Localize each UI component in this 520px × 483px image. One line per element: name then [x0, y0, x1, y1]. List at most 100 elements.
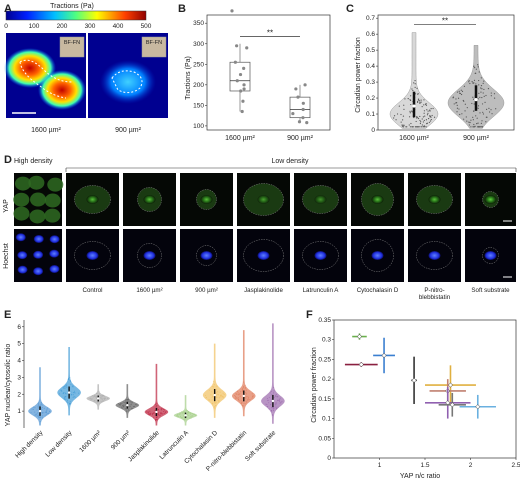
data-point — [473, 79, 476, 81]
data-point — [398, 105, 400, 107]
column-label: Jasplakinolide — [244, 287, 283, 294]
data-point — [473, 110, 475, 112]
panel-f-ytick: 0.1 — [322, 416, 331, 423]
column-label: 1600 µm² — [136, 287, 162, 294]
data-point — [476, 123, 478, 125]
data-point — [408, 124, 410, 126]
data-point — [65, 384, 67, 386]
data-point — [32, 408, 34, 411]
data-point — [431, 114, 433, 117]
data-point — [270, 400, 272, 403]
data-point — [432, 107, 434, 110]
data-point — [119, 404, 122, 406]
data-point — [422, 121, 424, 123]
panel-e-ytick: 4 — [17, 358, 21, 365]
data-point — [421, 106, 423, 108]
panel-label-d: D — [4, 154, 12, 166]
data-point — [67, 401, 69, 403]
data-point — [417, 93, 419, 95]
data-point — [417, 101, 419, 103]
data-point — [100, 397, 102, 399]
data-point — [418, 100, 420, 102]
data-point — [245, 400, 247, 402]
data-marker — [358, 362, 364, 368]
data-point — [127, 398, 129, 400]
column-label: P-nitro-blebbistatin — [419, 287, 451, 301]
violin — [144, 363, 169, 426]
data-point — [482, 92, 484, 94]
data-point — [490, 109, 492, 111]
data-point — [215, 385, 217, 387]
data-point — [464, 103, 466, 105]
data-point — [163, 410, 165, 413]
data-point — [240, 109, 244, 114]
panel-e-xtick: 1600 µm² — [78, 429, 103, 454]
panel-f-ytick: 0.2 — [322, 376, 331, 383]
data-point — [474, 72, 476, 74]
data-point — [181, 411, 183, 413]
data-point — [66, 400, 68, 402]
data-point — [245, 403, 247, 405]
data-point — [98, 394, 100, 396]
panel-c-ytick: 0.7 — [366, 15, 375, 22]
data-point — [419, 122, 421, 125]
hoechst-nucleus — [371, 251, 384, 260]
data-point — [459, 92, 461, 95]
data-point — [429, 110, 431, 112]
data-point — [239, 400, 241, 402]
data-point — [98, 401, 100, 403]
column-label: Latrunculin A — [303, 287, 340, 294]
violin — [202, 343, 227, 418]
nucleus — [49, 249, 60, 258]
data-point — [411, 111, 413, 113]
data-point — [419, 119, 421, 122]
data-point — [241, 390, 244, 392]
data-point — [192, 415, 194, 417]
data-point — [480, 87, 482, 89]
data-point — [182, 412, 184, 414]
data-point — [72, 396, 74, 398]
data-point — [468, 81, 470, 83]
data-point — [124, 402, 127, 404]
data-point — [64, 396, 66, 398]
data-point — [423, 119, 425, 122]
data-point — [402, 126, 404, 128]
data-point — [183, 418, 185, 420]
data-point — [213, 380, 215, 382]
data-point — [40, 402, 42, 404]
data-point — [425, 103, 427, 105]
bf-fn-inset-900 — [141, 36, 167, 58]
data-point — [215, 401, 217, 403]
data-point — [39, 420, 41, 423]
data-point — [45, 411, 47, 413]
data-point — [35, 413, 37, 415]
data-point — [493, 93, 496, 95]
data-point — [429, 116, 431, 118]
data-point — [416, 126, 419, 128]
data-point — [154, 404, 156, 406]
colorbar-tick: 0 — [4, 23, 8, 30]
data-point — [410, 103, 412, 106]
data-point — [463, 100, 465, 102]
panel-label-e: E — [4, 309, 11, 321]
panel-f-ytick: 0.15 — [318, 396, 331, 403]
data-point — [400, 113, 402, 116]
data-point — [38, 405, 40, 407]
data-point — [239, 391, 242, 393]
data-point — [95, 401, 97, 403]
yap-nucleus — [371, 195, 384, 204]
data-point — [415, 120, 417, 123]
data-point — [121, 406, 123, 408]
data-point — [147, 411, 150, 413]
cell — [44, 208, 61, 223]
data-point — [403, 108, 405, 110]
data-point — [164, 409, 166, 411]
data-point — [270, 390, 272, 392]
data-point — [211, 391, 213, 393]
data-point — [239, 395, 241, 397]
data-point — [266, 403, 268, 405]
data-point — [245, 46, 249, 50]
data-point — [156, 404, 158, 406]
data-point — [155, 405, 157, 407]
data-point — [410, 95, 412, 97]
